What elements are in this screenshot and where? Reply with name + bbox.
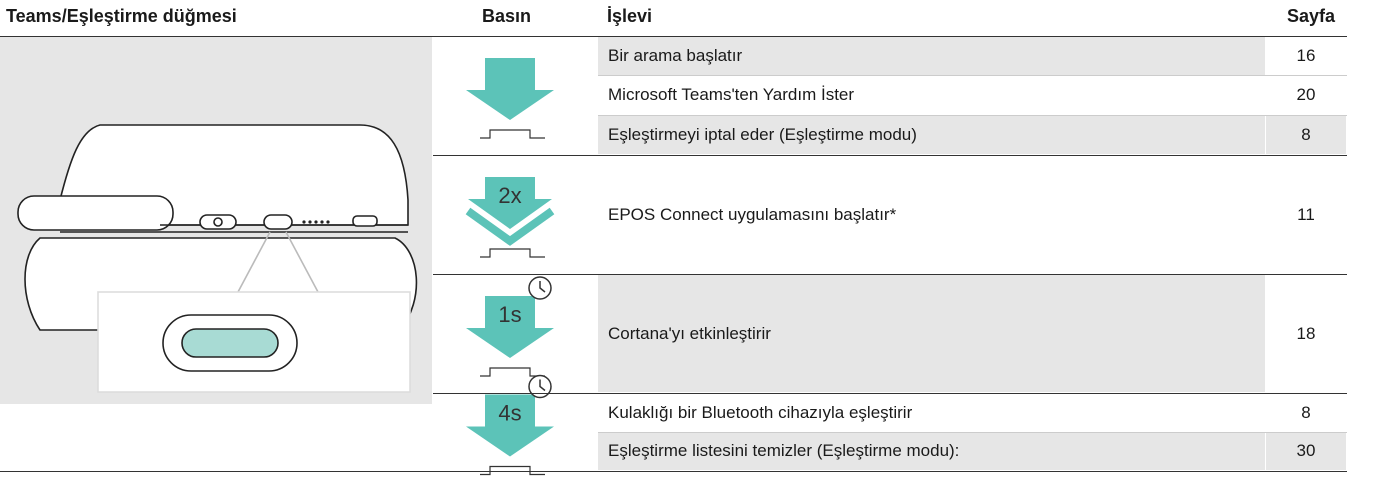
button-outline <box>480 367 545 377</box>
function-cell: Microsoft Teams'ten Yardım İster <box>608 85 855 105</box>
press-label: 1s <box>498 302 521 327</box>
page-cell: 30 <box>1266 432 1346 470</box>
arrow <box>466 58 554 120</box>
row-separator <box>598 114 1347 116</box>
row-separator <box>598 75 1347 77</box>
group-rule <box>433 274 1347 275</box>
function-cell: Eşleştirmeyi iptal eder (Eşleştirme modu… <box>598 115 1265 154</box>
group-rule <box>433 155 1347 156</box>
page-cell: 8 <box>1301 402 1311 422</box>
button-outline <box>480 465 545 476</box>
row-separator <box>598 431 1347 433</box>
function-cell: Kulaklığı bir Bluetooth cihazıyla eşleşt… <box>608 402 913 422</box>
page-cell: 18 <box>1296 323 1316 343</box>
arrow <box>468 177 552 229</box>
clock <box>528 276 552 300</box>
clock-hands <box>539 281 546 293</box>
function-cell: Bir arama başlatır <box>598 37 1265 76</box>
arrow <box>466 296 554 358</box>
arrow <box>466 394 554 457</box>
header-button: Teams/Eşleştirme düğmesi <box>6 6 237 26</box>
clock <box>528 374 552 399</box>
header-function: İşlevi <box>607 6 653 26</box>
page-cell: 20 <box>1296 85 1316 105</box>
press-icons: 2x 1s 4s <box>465 58 555 476</box>
clock-hands <box>539 379 546 392</box>
header-rule <box>0 36 1347 37</box>
function-cell: EPOS Connect uygulamasını başlatır* <box>608 204 897 224</box>
bottom-rule <box>0 471 1347 472</box>
page-cell: 11 <box>1297 204 1315 224</box>
button-outline <box>480 248 545 258</box>
header-page: Sayfa <box>1287 6 1336 26</box>
function-cell: Cortana'yı etkinleştirir <box>598 275 1265 392</box>
arrow-chevron <box>465 207 555 246</box>
press-label: 2x <box>498 183 521 208</box>
page-cell: 8 <box>1266 115 1346 154</box>
press-label: 4s <box>498 401 521 426</box>
headset <box>17 124 418 393</box>
header-press: Basın <box>482 6 532 26</box>
page-cell: 16 <box>1296 46 1316 66</box>
button-outline <box>480 129 545 139</box>
group-rule <box>433 393 1347 394</box>
function-cell: Eşleştirme listesini temizler (Eşleştirm… <box>598 432 1265 470</box>
